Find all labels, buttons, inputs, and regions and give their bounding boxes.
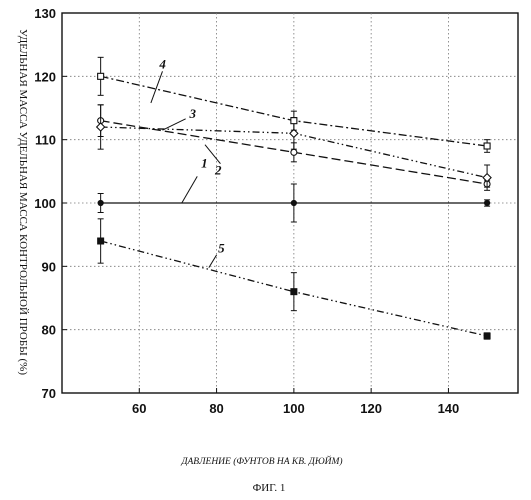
y-tick-label: 90 xyxy=(42,259,56,274)
x-tick-label: 60 xyxy=(132,401,146,416)
series-label-2: 2 xyxy=(214,163,222,178)
data-point xyxy=(291,289,297,295)
series-label-4: 4 xyxy=(158,57,166,72)
data-point xyxy=(98,238,104,244)
data-point xyxy=(98,73,104,79)
series-label-leader xyxy=(209,255,217,268)
y-axis-label: УДЕЛЬНАЯ МАССА УДЕЛЬНАЯ МАССА КОНТРОЛЬНО… xyxy=(17,29,29,375)
series-1 xyxy=(98,184,490,222)
y-tick-label: 100 xyxy=(34,196,56,211)
data-point xyxy=(97,123,105,131)
data-point xyxy=(484,333,490,339)
x-tick-label: 100 xyxy=(283,401,305,416)
series-label-leader xyxy=(162,119,185,130)
series-label-5: 5 xyxy=(218,240,225,255)
x-tick-label: 80 xyxy=(209,401,223,416)
series-labels: 12 3 4 5 xyxy=(151,57,225,268)
data-point xyxy=(291,200,296,205)
series-label-leader xyxy=(151,71,163,103)
data-point xyxy=(484,200,489,205)
series-label-3: 3 xyxy=(189,106,197,121)
y-tick-label: 110 xyxy=(35,133,56,148)
series-label-leader xyxy=(182,176,197,203)
data-point xyxy=(484,143,490,149)
x-ticks: 60 80 100 120 140 xyxy=(132,388,459,416)
data-point xyxy=(291,149,297,155)
x-tick-label: 120 xyxy=(360,401,382,416)
y-tick-label: 70 xyxy=(42,386,56,401)
data-point xyxy=(98,200,103,205)
series-group: 12 3 4 5 xyxy=(97,57,491,339)
x-axis-label: ДАВЛЕНИЕ (ФУНТОВ НА КВ. ДЮЙМ) xyxy=(180,455,342,467)
series-label-1: 1 xyxy=(201,156,208,171)
figure-caption: ФИГ. 1 xyxy=(253,482,286,494)
y-tick-label: 130 xyxy=(34,6,56,21)
data-point xyxy=(291,118,297,124)
y-tick-label: 120 xyxy=(34,69,56,84)
y-tick-label: 80 xyxy=(42,323,56,338)
x-tick-label: 140 xyxy=(438,401,460,416)
